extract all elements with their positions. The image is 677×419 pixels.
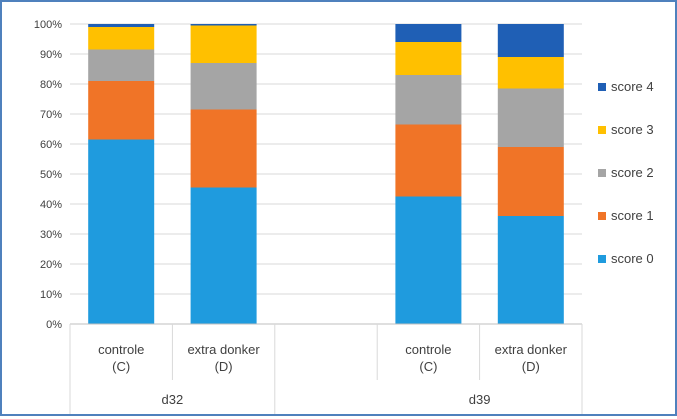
y-axis-ticks: 0% 10% 20% 30% 40% 50% 60% 70% 80% 90% 100% [34, 19, 62, 331]
y-tick-label: 40% [40, 199, 62, 211]
bars [88, 24, 564, 324]
bar-segment-score-0 [395, 196, 462, 324]
group-label: d32 [162, 392, 184, 407]
legend-swatch [598, 83, 606, 91]
y-tick-label: 50% [40, 169, 62, 181]
y-tick-label: 100% [34, 19, 62, 31]
bar-segment-score-1 [88, 81, 155, 140]
y-tick-label: 80% [40, 79, 62, 91]
legend-label: score 1 [611, 208, 654, 223]
category-label: controle (C) [98, 342, 144, 374]
category-axis: controle (C) extra donker (D) controle (C) ext… [69, 323, 583, 414]
legend-label: score 4 [611, 79, 654, 94]
bar-segment-score-2 [395, 75, 462, 125]
bar-segment-score-1 [497, 147, 564, 216]
legend-label: score 0 [611, 251, 654, 266]
legend: score 4 score 3 score 2 score 1 score 0 [598, 79, 654, 266]
bar-segment-score-3 [497, 57, 564, 89]
y-tick-label: 60% [40, 139, 62, 151]
y-tick-label: 70% [40, 109, 62, 121]
legend-swatch [598, 212, 606, 220]
bar-segment-score-3 [395, 42, 462, 75]
bar-segment-score-2 [88, 49, 155, 81]
legend-swatch [598, 126, 606, 134]
bar-segment-score-4 [88, 24, 155, 27]
y-tick-label: 30% [40, 229, 62, 241]
gridlines [70, 23, 582, 325]
y-tick-label: 10% [40, 289, 62, 301]
legend-label: score 2 [611, 165, 654, 180]
bar-segment-score-3 [190, 25, 257, 63]
legend-swatch [598, 169, 606, 177]
bar-segment-score-2 [190, 63, 257, 110]
y-tick-label: 90% [40, 49, 62, 61]
bar-segment-score-1 [395, 124, 462, 197]
stacked-bar-chart: 0% 10% 20% 30% 40% 50% 60% 70% 80% 90% 100% contro… [34, 19, 654, 414]
bar-segment-score-0 [88, 139, 155, 324]
bar-segment-score-0 [497, 216, 564, 324]
bar-segment-score-0 [190, 187, 257, 324]
bar-segment-score-1 [190, 109, 257, 188]
legend-swatch [598, 255, 606, 263]
bar-segment-score-4 [497, 24, 564, 57]
y-tick-label: 20% [40, 259, 62, 271]
bar-segment-score-4 [190, 24, 257, 26]
bar-segment-score-4 [395, 24, 462, 42]
legend-label: score 3 [611, 122, 654, 137]
bar-segment-score-3 [88, 27, 155, 50]
category-label: extra donker (D) [495, 342, 568, 374]
category-label: extra donker (D) [187, 342, 260, 374]
y-tick-label: 0% [46, 319, 62, 331]
group-label: d39 [469, 392, 491, 407]
category-label: controle (C) [405, 342, 451, 374]
bar-segment-score-2 [497, 88, 564, 147]
